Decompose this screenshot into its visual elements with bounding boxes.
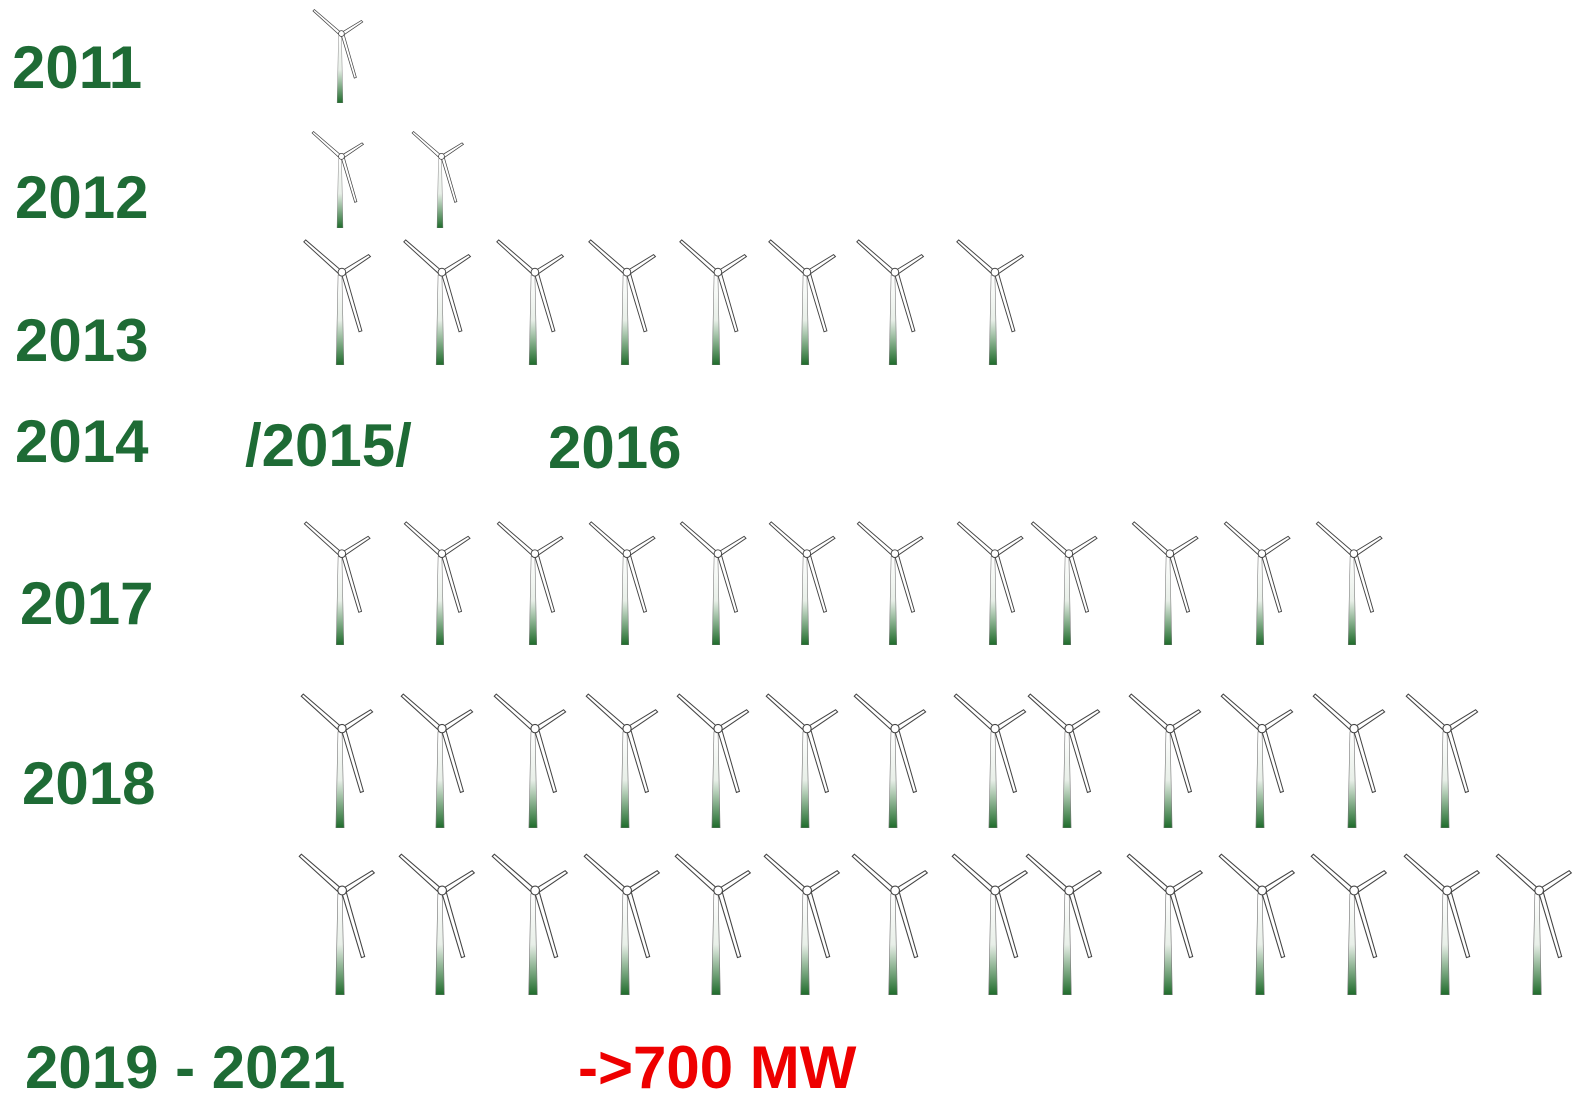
wind-turbine [952, 854, 1027, 995]
year-label: 2017 [20, 570, 153, 637]
infographic: /2015/ 2014 2016 2019 - 2021 ->700 MW 20… [0, 0, 1585, 1112]
wind-turbine [1028, 694, 1099, 828]
wind-turbine [304, 522, 370, 645]
wind-turbine [313, 9, 363, 103]
wind-turbine [494, 694, 565, 828]
wind-turbine [675, 854, 750, 995]
wind-turbine [1404, 854, 1479, 995]
wind-turbine [299, 854, 374, 995]
gap-year: /2015/ [245, 412, 412, 479]
wind-turbine [1496, 854, 1571, 995]
year-label: 2012 [15, 164, 148, 231]
wind-turbine [1313, 694, 1384, 828]
capacity: ->700 MW [578, 1034, 857, 1101]
wind-turbine [1031, 522, 1097, 645]
wind-turbine [857, 522, 923, 645]
wind-turbine [854, 694, 925, 828]
wind-turbine [399, 854, 474, 995]
wind-turbine [312, 132, 363, 228]
wind-turbine [852, 854, 927, 995]
wind-turbine [492, 854, 567, 995]
wind-turbine [954, 694, 1025, 828]
wind-turbine [1129, 694, 1200, 828]
wind-turbine [497, 240, 564, 365]
wind-turbine [680, 522, 746, 645]
gap-year: 2016 [548, 414, 681, 481]
wind-turbine [584, 854, 659, 995]
wind-turbine [412, 132, 463, 228]
wind-turbine [677, 694, 748, 828]
wind-turbine [401, 694, 472, 828]
wind-turbine [1219, 854, 1294, 995]
wind-turbine [1311, 854, 1386, 995]
year-label: 2013 [15, 307, 148, 374]
wind-turbine [589, 240, 656, 365]
wind-turbine [1132, 522, 1198, 645]
wind-turbine [857, 240, 924, 365]
wind-turbine [497, 522, 563, 645]
wind-turbine [404, 240, 471, 365]
wind-turbine [1224, 522, 1290, 645]
wind-turbine [957, 240, 1024, 365]
wind-turbine [769, 522, 835, 645]
period: 2019 - 2021 [25, 1034, 345, 1101]
wind-turbine [1026, 854, 1101, 995]
year-label: 2018 [22, 750, 155, 817]
wind-turbine [589, 522, 655, 645]
wind-turbine [301, 694, 372, 828]
wind-turbine [957, 522, 1023, 645]
wind-turbine [1316, 522, 1382, 645]
gap-year: 2014 [15, 408, 149, 475]
wind-turbine [764, 854, 839, 995]
wind-turbine [404, 522, 470, 645]
wind-turbine [769, 240, 836, 365]
wind-turbine [304, 240, 371, 365]
year-label: 2011 [12, 34, 142, 101]
wind-turbine [1221, 694, 1292, 828]
wind-turbine [1406, 694, 1477, 828]
wind-turbine [586, 694, 657, 828]
wind-turbine [766, 694, 837, 828]
wind-turbine [1127, 854, 1202, 995]
wind-turbine [680, 240, 747, 365]
